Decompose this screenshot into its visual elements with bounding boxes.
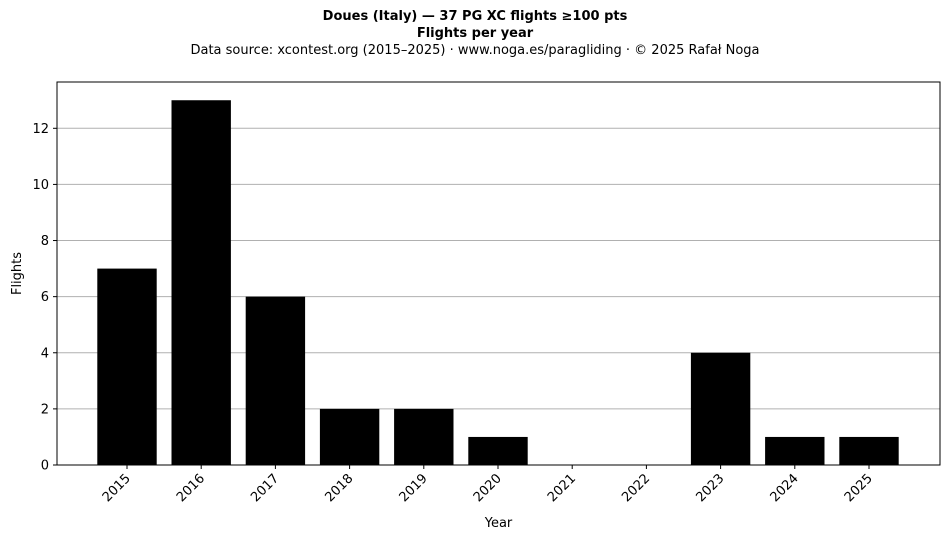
chart-title-block: Doues (Italy) — 37 PG XC flights ≥100 pt…: [0, 8, 950, 59]
y-tick-label: 10: [32, 178, 49, 193]
y-axis-label: Flights: [10, 252, 25, 295]
bar-2025: [839, 436, 899, 465]
x-ticks: 2015 2016 2017 2018 2019 2020 2021 2022 2023 2024…: [100, 465, 876, 505]
y-tick-label: 0: [41, 459, 49, 474]
x-tick-label: 2016: [174, 471, 208, 505]
y-tick-label: 8: [41, 234, 49, 249]
bar-2016: [171, 100, 231, 465]
x-tick-label: 2025: [842, 471, 876, 505]
bar-2018: [319, 408, 380, 465]
x-tick-label: 2023: [693, 471, 727, 505]
bar-2020: [468, 436, 528, 465]
y-tick-label: 6: [41, 290, 49, 305]
x-tick-label: 2018: [322, 471, 356, 505]
y-ticks: 0 2 4 6 8 10 12: [32, 122, 57, 474]
y-tick-label: 4: [41, 346, 49, 361]
x-tick-label: 2019: [397, 471, 431, 505]
x-tick-label: 2022: [619, 471, 653, 505]
x-tick-label: 2024: [768, 471, 802, 505]
bar-2019: [394, 408, 454, 465]
x-tick-label: 2017: [248, 471, 282, 505]
bar-2015: [97, 268, 157, 465]
x-tick-label: 2021: [545, 471, 579, 505]
y-tick-label: 12: [32, 122, 49, 137]
chart-title: Doues (Italy) — 37 PG XC flights ≥100 pt…: [322, 9, 628, 24]
chart-source-line: Data source: xcontest.org (2015–2025) · …: [190, 43, 760, 58]
bar-2023: [690, 352, 751, 465]
bar-2024: [765, 436, 825, 465]
bar-2017: [245, 296, 306, 465]
chart-subtitle: Flights per year: [416, 26, 534, 41]
x-tick-label: 2015: [100, 471, 134, 505]
bars: [97, 100, 899, 465]
x-axis-label: Year: [484, 516, 513, 531]
y-tick-label: 2: [41, 402, 49, 417]
x-tick-label: 2020: [471, 471, 505, 505]
